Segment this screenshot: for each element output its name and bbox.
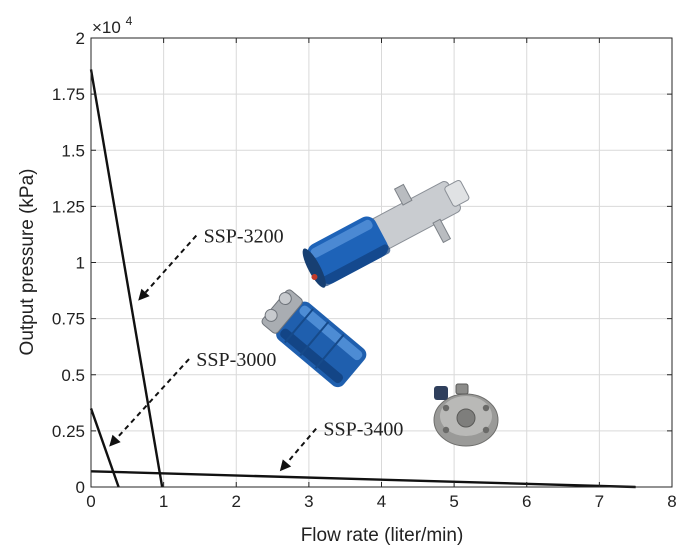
ssp-3000-pump-photo (261, 289, 367, 388)
x-tick-label: 5 (449, 492, 458, 511)
annotation-arrow-ssp-3400 (286, 427, 317, 464)
annotation-arrowhead-ssp-3000 (109, 434, 121, 447)
y-axis-multiplier: ×10 4 (92, 14, 133, 37)
x-tick-label: 8 (667, 492, 676, 511)
series-lines (89, 69, 636, 489)
y-axis-label: Output pressure (kPa) (17, 169, 38, 356)
annotation-label-ssp-3400: SSP-3400 (323, 419, 403, 441)
series-line-ssp-3000 (89, 408, 120, 488)
y-tick-label: 1.75 (52, 85, 85, 104)
y-tick-label: 2 (76, 29, 85, 48)
annotations: SSP-3200 SSP-3000 SSP-3400 (109, 226, 403, 472)
x-tick-label: 7 (595, 492, 604, 511)
x-tick-label: 1 (159, 492, 168, 511)
series-line-ssp-3200 (89, 69, 164, 488)
annotation-arrowhead-ssp-3200 (138, 288, 150, 301)
ssp-3200-pump-photo (302, 180, 470, 288)
y-axis-multiplier-base: ×10 (92, 18, 121, 37)
annotation-arrow-ssp-3200 (144, 234, 198, 294)
y-tick-label: 0.75 (52, 310, 85, 329)
axes: 0 1 2 3 4 5 6 7 8 0 0.25 0.5 0.75 1 1.25 1.5 1.75 2 (52, 29, 676, 511)
y-tick-label: 0.25 (52, 422, 85, 441)
y-tick-label: 1.5 (61, 141, 85, 160)
x-tick-label: 4 (377, 492, 386, 511)
x-tick-label: 2 (232, 492, 241, 511)
x-tick-label: 6 (522, 492, 531, 511)
annotation-label-ssp-3200: SSP-3200 (204, 226, 284, 248)
x-tick-label: 0 (86, 492, 95, 511)
x-tick-label: 3 (304, 492, 313, 511)
y-tick-label: 1 (76, 254, 85, 273)
annotation-arrowhead-ssp-3400 (279, 459, 292, 472)
x-axis-label: Flow rate (liter/min) (301, 525, 464, 546)
ssp-3400-pump-photo (433, 383, 499, 447)
y-tick-label: 1.25 (52, 197, 85, 216)
series-line-ssp-3400 (90, 470, 636, 489)
y-axis-multiplier-exp: 4 (126, 14, 133, 28)
annotation-label-ssp-3000: SSP-3000 (196, 349, 276, 371)
y-tick-label: 0.5 (61, 366, 85, 385)
y-tick-label: 0 (76, 478, 85, 497)
